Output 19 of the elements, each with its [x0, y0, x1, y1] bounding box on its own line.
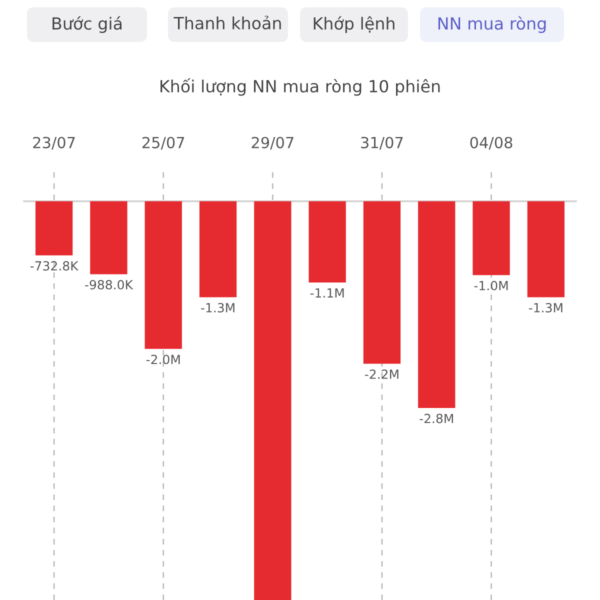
chart-title: Khối lượng NN mua ròng 10 phiên	[160, 78, 440, 96]
x-tick-label: 31/07	[361, 136, 403, 150]
text: Bước giá	[52, 16, 122, 33]
x-tick-label: 23/07	[33, 136, 75, 150]
x-tick-label: 04/08	[470, 136, 512, 150]
data-label: -1.3M	[528, 303, 562, 312]
x-tick-label: 25/07	[142, 136, 184, 150]
data-label: -732.8K	[30, 261, 79, 271]
data-label: -2.0M	[146, 354, 180, 364]
text: Thanh khoản	[174, 16, 281, 30]
data-label: -1.3M	[201, 303, 234, 312]
data-label: -988.0K	[85, 280, 134, 290]
text: NN mua ròng	[438, 16, 546, 33]
text: Khớp lệnh	[314, 16, 394, 33]
data-label: -2.8M	[420, 414, 453, 424]
data-label: -1.1M	[310, 288, 344, 298]
data-label: -1.0M	[474, 280, 508, 290]
data-label: -2.2M	[365, 369, 398, 379]
x-tick-label: 29/07	[252, 136, 294, 150]
